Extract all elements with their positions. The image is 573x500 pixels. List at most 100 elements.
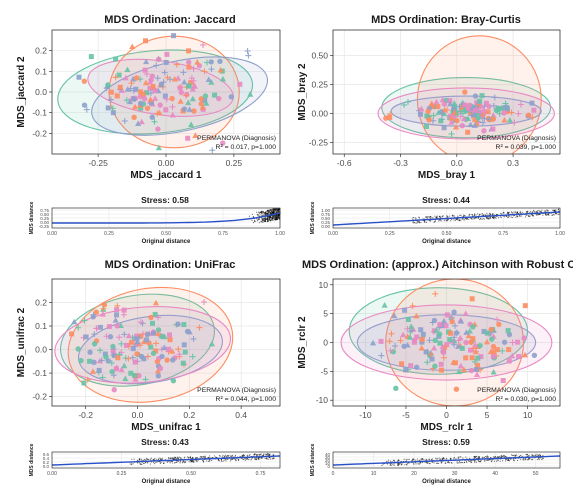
- stress-point: [475, 461, 478, 463]
- stress-point: [268, 454, 270, 456]
- data-point: [447, 100, 454, 107]
- data-point: [244, 47, 251, 54]
- data-point: [185, 135, 191, 141]
- stress-point: [270, 209, 272, 211]
- stress-point: [397, 463, 399, 465]
- stress-point: [450, 220, 452, 222]
- stress-point: [501, 460, 504, 462]
- stress-point: [503, 216, 506, 218]
- permanova-label: PERMANOVA (Diagnosis): [477, 387, 556, 394]
- data-point: [393, 385, 399, 391]
- x-axis-label: Original distance: [422, 239, 471, 245]
- stress-point: [416, 220, 419, 222]
- data-point: [181, 322, 187, 328]
- stress-point: [170, 460, 173, 463]
- y-tick-label: 0.6: [43, 452, 50, 457]
- stress-point: [448, 462, 451, 464]
- data-point: [163, 96, 170, 103]
- data-point: [159, 333, 165, 339]
- stress-point: [385, 460, 388, 463]
- data-point: [401, 343, 407, 349]
- data-point: [489, 336, 495, 342]
- data-point: [438, 118, 444, 124]
- stress-point: [532, 215, 534, 217]
- data-point: [470, 345, 477, 352]
- stress-point: [397, 464, 399, 467]
- data-point: [136, 334, 143, 341]
- data-point: [452, 322, 459, 329]
- stress-point: [474, 461, 476, 463]
- stress-point: [513, 459, 515, 461]
- data-point: [433, 327, 440, 333]
- data-point: [81, 78, 88, 84]
- stress-point: [452, 215, 454, 217]
- stress-point: [231, 458, 234, 460]
- data-point: [175, 346, 182, 353]
- y-tick-label: 0.0: [35, 87, 47, 97]
- data-point: [122, 375, 129, 382]
- data-point: [485, 109, 491, 115]
- stress-point: [192, 460, 194, 462]
- stress-point: [258, 222, 260, 224]
- y-tick-label: -10: [316, 395, 329, 405]
- stress-point: [474, 457, 476, 459]
- data-point: [135, 120, 142, 126]
- stress-point: [496, 460, 498, 463]
- data-point: [148, 314, 154, 321]
- chart-title: MDS Ordination: UniFrac: [105, 259, 236, 271]
- data-point: [181, 78, 188, 85]
- stress-fit-line: [52, 212, 281, 224]
- data-point: [468, 347, 474, 353]
- data-point: [152, 311, 158, 317]
- permanova-label: PERMANOVA (Diagnosis): [477, 135, 556, 142]
- data-point: [110, 352, 117, 359]
- data-point: [481, 115, 488, 122]
- stress-point: [268, 209, 270, 211]
- stress-point: [413, 221, 416, 224]
- stress-point: [552, 209, 554, 211]
- stress-point: [436, 458, 438, 460]
- stress-point: [408, 458, 410, 461]
- stress-point: [496, 213, 498, 216]
- data-point: [424, 123, 430, 129]
- stress-point: [382, 463, 384, 465]
- stress-point: [274, 216, 276, 219]
- stress-point: [393, 459, 395, 461]
- stress-point: [446, 215, 448, 217]
- stress-point: [229, 455, 232, 457]
- data-point: [387, 111, 394, 118]
- x-tick-label: 40: [492, 471, 498, 477]
- stress-point: [455, 458, 457, 460]
- data-point: [426, 337, 433, 344]
- stress-point: [498, 217, 500, 219]
- data-point: [419, 336, 425, 342]
- data-point: [208, 66, 215, 73]
- stress-panel-1: 0.750.500.250.00-0.250.00 0.25 0.50 0.75 1.0…: [29, 195, 285, 245]
- stress-point: [264, 453, 266, 455]
- data-point: [245, 52, 252, 59]
- data-point: [87, 349, 93, 355]
- stress-point: [433, 462, 435, 464]
- stress-point: [447, 461, 449, 463]
- stress-point: [271, 210, 273, 212]
- stress-point: [423, 220, 426, 222]
- data-point: [155, 314, 162, 321]
- panel-border: [51, 207, 281, 229]
- data-point: [448, 118, 455, 125]
- stress-point: [143, 458, 146, 461]
- stress-point: [266, 218, 268, 220]
- stress-point: [181, 462, 184, 464]
- stress-point: [458, 219, 461, 221]
- data-point: [176, 351, 183, 358]
- x-tick-label: 10: [371, 471, 377, 477]
- stress-point: [517, 216, 519, 218]
- y-axis-label: MDS distance: [310, 443, 316, 476]
- stress-point: [473, 218, 476, 220]
- data-point: [429, 356, 435, 362]
- stress-point: [522, 211, 524, 214]
- stress-point: [553, 209, 555, 211]
- data-point: [129, 43, 136, 50]
- data-point: [202, 97, 208, 103]
- data-point: [115, 355, 121, 361]
- stress-fit-line: [51, 455, 281, 466]
